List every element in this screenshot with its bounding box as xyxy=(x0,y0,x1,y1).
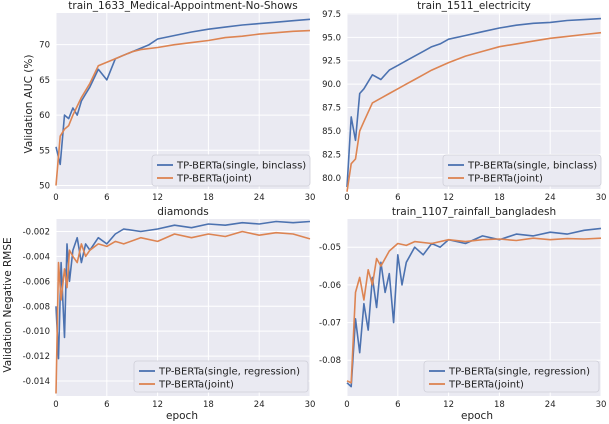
y-tick-label: -0.014 xyxy=(23,377,50,387)
y-axis-label-top: Validation AUC (%) xyxy=(23,55,35,154)
x-tick-label: 18 xyxy=(494,193,505,203)
y-tick-label: 85.0 xyxy=(322,127,341,137)
y-tick-label: 65 xyxy=(39,76,50,86)
x-tick-label: 24 xyxy=(254,400,265,410)
x-tick-label: 0 xyxy=(53,400,58,410)
panel-diamonds: 0 6 12 18 24 30 -0.014 -0.012 -0.010 -0.008 -0.006… xyxy=(23,206,316,410)
x-tick-label: 6 xyxy=(104,400,109,410)
legend-box xyxy=(423,360,600,393)
x-tick-label: 30 xyxy=(596,193,607,203)
y-tick-label: -0.010 xyxy=(23,327,50,337)
x-tick-label: 12 xyxy=(152,400,163,410)
y-tick-label: -0.012 xyxy=(23,352,50,362)
chart-title: train_1633_Medical-Appointment-No-Shows xyxy=(68,0,297,12)
x-tick-label: 12 xyxy=(443,400,454,410)
y-tick-label: 50 xyxy=(39,181,50,191)
series-line-single xyxy=(55,220,311,360)
y-tick-label: 87.5 xyxy=(322,104,341,114)
y-tick-label: 92.5 xyxy=(322,57,341,67)
x-tick-label: 0 xyxy=(53,193,58,203)
y-tick-label: -0.05 xyxy=(319,243,341,253)
x-tick-label: 0 xyxy=(344,193,349,203)
x-tick-label: 24 xyxy=(545,193,556,203)
y-tick-label: 55 xyxy=(39,146,50,156)
y-tick-label: -0.002 xyxy=(23,227,50,237)
y-tick-label: 97.5 xyxy=(322,10,341,20)
series-line-single xyxy=(346,227,602,388)
legend-label: TP-BERTa(joint) xyxy=(158,380,234,391)
x-axis-label-right: epoch xyxy=(461,410,493,422)
x-tick-label: 6 xyxy=(395,400,400,410)
x-tick-label: 6 xyxy=(395,193,400,203)
y-tick-label: -0.004 xyxy=(23,252,50,262)
legend-box xyxy=(442,154,602,187)
x-tick-label: 0 xyxy=(344,400,349,410)
x-tick-label: 24 xyxy=(254,193,265,203)
legend-box xyxy=(151,154,311,187)
x-tick-label: 30 xyxy=(305,400,316,410)
x-axis-label-left: epoch xyxy=(166,410,198,422)
y-tick-label: 70 xyxy=(39,41,50,51)
x-tick-label: 12 xyxy=(152,193,163,203)
panel-medical-appointment: 0 6 12 18 24 30 50 55 60 65 70 train_1633_Medical-A… xyxy=(39,0,315,203)
y-tick-label: -0.06 xyxy=(319,281,341,291)
x-tick-label: 18 xyxy=(203,193,214,203)
x-tick-label: 30 xyxy=(305,193,316,203)
panel-rainfall-bangladesh: 0 6 12 18 24 30 -0.08 -0.07 -0.06 -0.05 train_1107… xyxy=(319,206,606,410)
y-tick-label: 80.0 xyxy=(322,174,341,184)
legend-box xyxy=(133,360,309,393)
x-tick-label: 18 xyxy=(203,400,214,410)
panel-electricity: 0 6 12 18 24 30 80.0 82.5 85.0 87.5 90.0 92.5 95.0 97… xyxy=(322,0,606,203)
y-tick-label: -0.008 xyxy=(23,302,50,312)
legend-label: TP-BERTa(single, binclass) xyxy=(176,161,306,172)
series-line-joint xyxy=(55,29,311,186)
y-tick-label: 95.0 xyxy=(322,33,341,43)
x-tick-label: 30 xyxy=(596,400,607,410)
y-tick-label: 60 xyxy=(39,111,50,121)
chart-title: train_1107_rainfall_bangladesh xyxy=(392,206,556,218)
x-tick-label: 18 xyxy=(494,400,505,410)
legend-label: TP-BERTa(joint) xyxy=(448,380,524,391)
y-tick-label: -0.07 xyxy=(319,319,341,329)
chart-title: diamonds xyxy=(157,206,208,218)
series-line-joint xyxy=(346,237,602,384)
legend-label: TP-BERTa(joint) xyxy=(467,174,543,185)
legend-label: TP-BERTa(single, regression) xyxy=(158,367,300,378)
y-tick-label: 90.0 xyxy=(322,80,341,90)
legend-label: TP-BERTa(single, regression) xyxy=(448,367,590,378)
series-line-single xyxy=(346,17,602,188)
series-line-joint xyxy=(346,31,602,192)
y-tick-label: -0.08 xyxy=(319,356,341,366)
series-line-joint xyxy=(55,230,311,394)
x-tick-label: 24 xyxy=(545,400,556,410)
legend-label: TP-BERTa(single, binclass) xyxy=(467,161,597,172)
y-axis-label-bottom: Validation Negative RMSE xyxy=(2,237,14,372)
chart-title: train_1511_electricity xyxy=(417,0,531,12)
x-tick-label: 6 xyxy=(104,193,109,203)
x-tick-label: 12 xyxy=(443,193,454,203)
y-tick-label: 82.5 xyxy=(322,150,341,160)
legend-label: TP-BERTa(joint) xyxy=(176,174,252,185)
y-tick-label: -0.006 xyxy=(23,277,50,287)
